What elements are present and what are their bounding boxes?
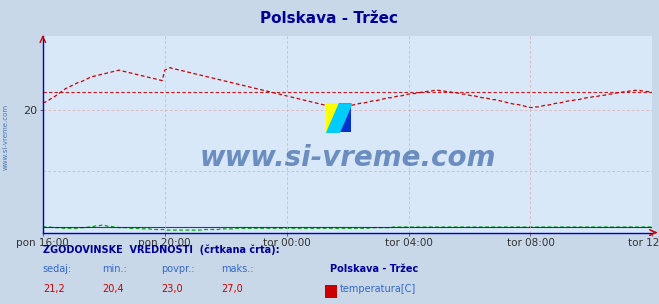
Bar [326, 103, 339, 132]
Text: www.si-vreme.com: www.si-vreme.com [200, 144, 496, 172]
Text: temperatura[C]: temperatura[C] [340, 284, 416, 294]
Text: Polskava - Tržec: Polskava - Tržec [260, 11, 399, 26]
Text: 21,2: 21,2 [43, 284, 65, 294]
Text: min.:: min.: [102, 264, 127, 275]
Text: 23,0: 23,0 [161, 284, 183, 294]
Text: ZGODOVINSKE  VREDNOSTI  (črtkana črta):: ZGODOVINSKE VREDNOSTI (črtkana črta): [43, 245, 279, 255]
Text: maks.:: maks.: [221, 264, 253, 275]
Text: Polskava - Tržec: Polskava - Tržec [330, 264, 418, 275]
Text: 27,0: 27,0 [221, 284, 243, 294]
Text: www.si-vreme.com: www.si-vreme.com [2, 104, 9, 170]
Text: 20,4: 20,4 [102, 284, 124, 294]
Bar [339, 103, 351, 132]
Text: sedaj:: sedaj: [43, 264, 72, 275]
Text: povpr.:: povpr.: [161, 264, 195, 275]
